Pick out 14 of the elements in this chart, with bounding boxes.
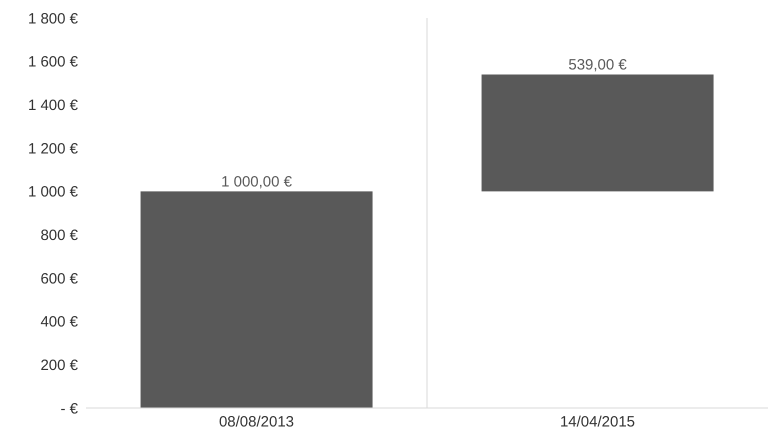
y-tick-label: 800 €	[40, 226, 79, 244]
y-tick-label: 600 €	[40, 270, 79, 288]
x-tick-label: 08/08/2013	[218, 414, 294, 431]
data-label: 1 000,00 €	[221, 173, 293, 190]
y-tick-label: 1 400 €	[28, 96, 79, 114]
data-label: 539,00 €	[568, 56, 628, 74]
y-tick-label: 1 000 €	[28, 184, 79, 201]
y-tick-label: 1 800 €	[28, 10, 79, 28]
x-tick-label: 14/04/2015	[560, 414, 636, 431]
y-tick-label: 200 €	[40, 356, 79, 374]
y-tick-label: 400 €	[40, 314, 79, 331]
y-tick-label: - €	[60, 400, 79, 418]
y-tick-label: 1 600 €	[28, 54, 79, 71]
y-tick-label: 1 200 €	[28, 140, 79, 158]
